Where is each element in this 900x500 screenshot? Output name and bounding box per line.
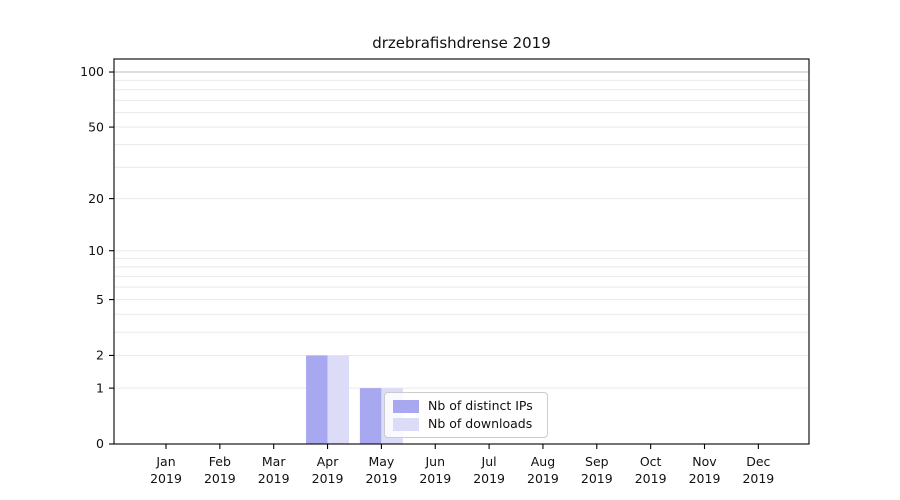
y-tick-label-10: 10 [88, 243, 104, 258]
x-tick-label-month-mar: Mar [262, 454, 286, 469]
x-tick-label-year-sep: 2019 [581, 471, 613, 486]
bar-nb-of-downloads-apr [327, 355, 350, 444]
x-tick-label-month-jun: Jun [424, 454, 445, 469]
chart-title: drzebrafishdrense 2019 [372, 34, 551, 52]
y-tick-label-5: 5 [96, 292, 104, 307]
legend-label-distinct-ips: Nb of distinct IPs [428, 398, 533, 413]
x-tick-label-month-feb: Feb [209, 454, 231, 469]
x-tick-label-month-may: May [368, 454, 394, 469]
y-tick-label-50: 50 [88, 119, 104, 134]
plot-border [113, 58, 810, 445]
x-tick-label-year-jan: 2019 [150, 471, 182, 486]
x-tick-label-month-jul: Jul [481, 454, 497, 469]
x-tick-label-year-mar: 2019 [258, 471, 290, 486]
legend-label-downloads: Nb of downloads [428, 416, 533, 431]
bar-nb-of-distinct-ips-may [359, 388, 382, 444]
legend-swatch-distinct-ips [393, 399, 419, 413]
legend: Nb of distinct IPs Nb of downloads [384, 392, 548, 438]
y-tick-label-1: 1 [96, 380, 104, 395]
x-tick-label-month-dec: Dec [746, 454, 770, 469]
x-tick-label-month-jan: Jan [155, 454, 175, 469]
x-tick-label-month-nov: Nov [692, 454, 717, 469]
x-tick-label-month-sep: Sep [585, 454, 609, 469]
x-tick-label-year-feb: 2019 [204, 471, 236, 486]
y-tick-label-20: 20 [88, 191, 104, 206]
bar-nb-of-distinct-ips-apr [306, 355, 328, 444]
x-tick-label-year-nov: 2019 [689, 471, 721, 486]
y-tick-label-2: 2 [96, 348, 104, 363]
y-tick-label-0: 0 [96, 436, 104, 451]
x-tick-label-year-jun: 2019 [419, 471, 451, 486]
x-tick-label-year-dec: 2019 [742, 471, 774, 486]
x-tick-label-year-jul: 2019 [473, 471, 505, 486]
legend-swatch-downloads [393, 417, 419, 431]
x-tick-label-year-oct: 2019 [635, 471, 667, 486]
legend-item-downloads: Nb of downloads [393, 417, 539, 431]
x-tick-label-year-apr: 2019 [312, 471, 344, 486]
legend-item-distinct-ips: Nb of distinct IPs [393, 399, 539, 413]
x-tick-label-month-aug: Aug [531, 454, 555, 469]
x-tick-label-month-oct: Oct [640, 454, 662, 469]
y-tick-label-100: 100 [80, 64, 104, 79]
x-tick-label-month-apr: Apr [317, 454, 339, 469]
x-tick-label-year-aug: 2019 [527, 471, 559, 486]
x-tick-label-year-may: 2019 [365, 471, 397, 486]
